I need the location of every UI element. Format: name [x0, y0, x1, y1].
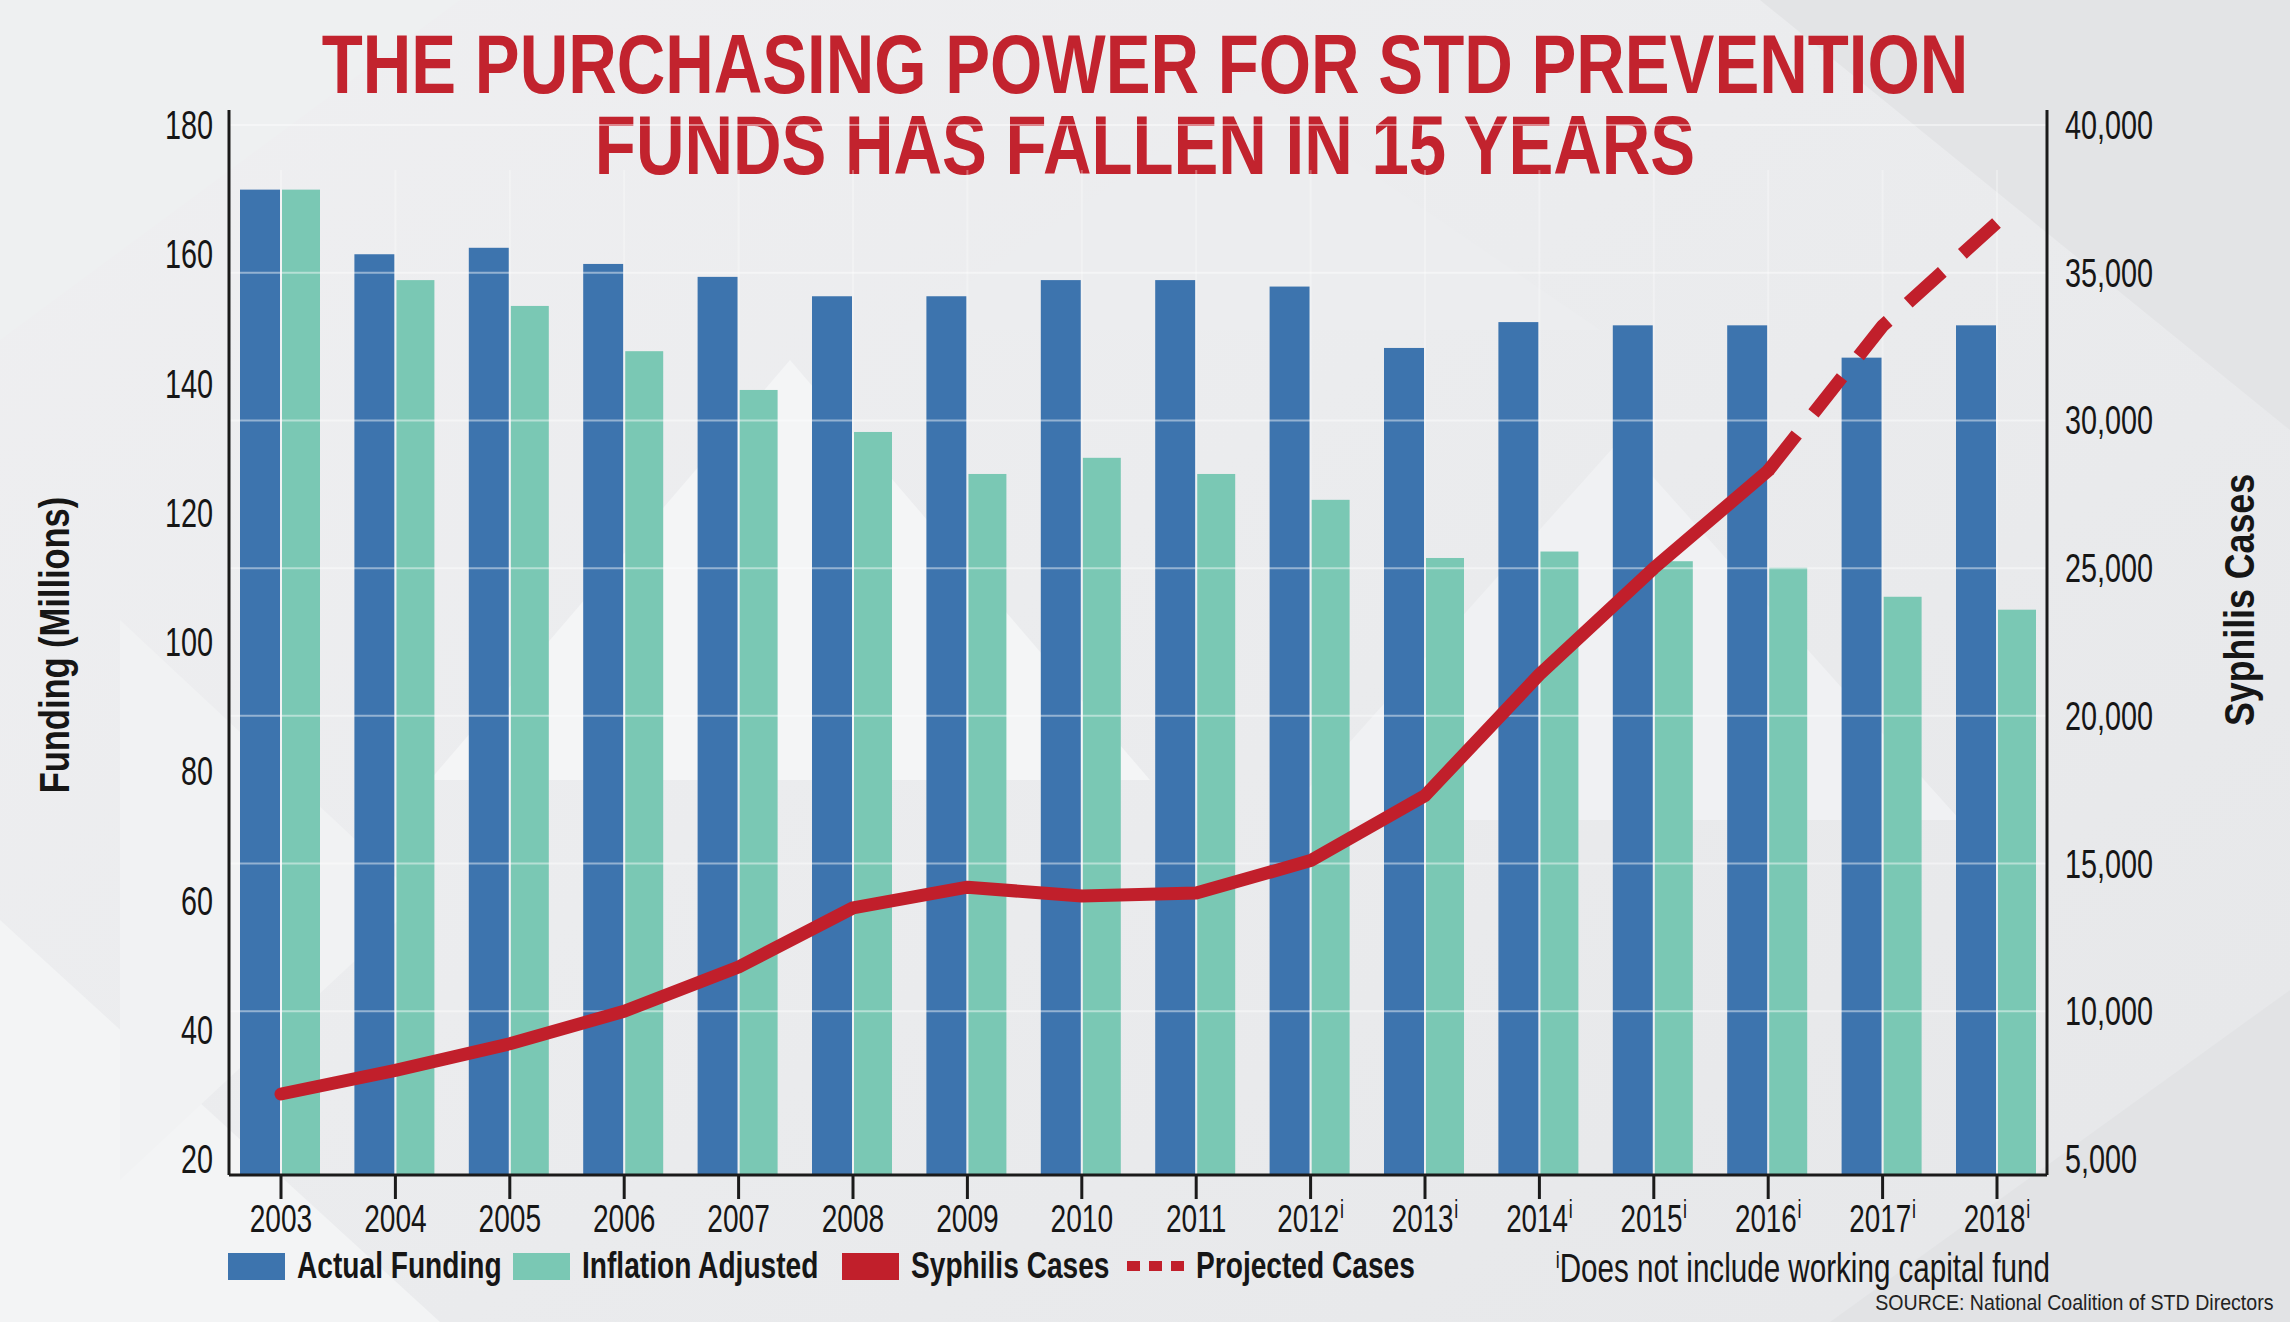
left-axis-tick-label: 20: [181, 1137, 213, 1181]
left-axis-tick-label: 120: [165, 491, 213, 535]
bar-actual-funding: [1155, 280, 1195, 1175]
actual-funding-swatch: [228, 1253, 285, 1280]
bar-actual-funding: [1956, 325, 1996, 1175]
x-axis-year-label: 2006: [593, 1197, 656, 1240]
bar-actual-funding: [1498, 322, 1538, 1175]
chart-plot: 180 160 140 120 100 80 60 40 20 40,000 35,000 30,00…: [0, 0, 2290, 1322]
right-axis-tick-label: 5,000: [2065, 1137, 2137, 1181]
bar-actual-funding: [698, 277, 738, 1175]
bar-actual-funding: [240, 190, 280, 1175]
x-axis-year-label: 2017i: [1849, 1195, 1916, 1240]
bar-inflation-adjusted: [1655, 561, 1693, 1175]
bar-inflation-adjusted: [1884, 597, 1922, 1175]
legend-label: Inflation Adjusted: [582, 1245, 818, 1287]
x-axis-year-label: 2014i: [1506, 1195, 1573, 1240]
source-credit: SOURCE: National Coalition of STD Direct…: [1875, 1290, 2273, 1316]
right-axis-tick-label: 40,000: [2065, 103, 2153, 147]
x-axis-year-label: 2011: [1166, 1197, 1226, 1240]
bar-inflation-adjusted: [625, 351, 663, 1175]
right-axis-tick-label: 30,000: [2065, 398, 2153, 442]
x-axis-year-label: 2015i: [1621, 1195, 1688, 1240]
bar-inflation-adjusted: [282, 190, 320, 1175]
bar-inflation-adjusted: [1083, 458, 1121, 1175]
x-axis-year-label: 2003: [250, 1197, 313, 1240]
projected-cases-swatch: [1127, 1261, 1184, 1271]
left-axis-tick-label: 40: [181, 1008, 213, 1052]
right-axis-tick-label: 10,000: [2065, 989, 2153, 1033]
bar-inflation-adjusted: [1426, 558, 1464, 1175]
bar-actual-funding: [583, 264, 623, 1175]
bar-actual-funding: [1842, 358, 1882, 1175]
bar-inflation-adjusted: [1769, 568, 1807, 1175]
left-axis-tick-label: 180: [165, 103, 213, 147]
right-axis-tick-label: 35,000: [2065, 251, 2153, 295]
x-axis-year-label: 2007: [707, 1197, 770, 1240]
bar-actual-funding: [1613, 325, 1653, 1175]
x-axis-year-label: 2012i: [1277, 1195, 1344, 1240]
bar-actual-funding: [812, 296, 852, 1175]
bar-inflation-adjusted: [740, 390, 778, 1175]
infographic-canvas: THE PURCHASING POWER FOR STD PREVENTION …: [0, 0, 2290, 1322]
x-axis-year-label: 2013i: [1392, 1195, 1459, 1240]
legend-label: Actual Funding: [297, 1245, 502, 1287]
bar-inflation-adjusted: [968, 474, 1006, 1175]
x-axis-year-label: 2004: [364, 1197, 427, 1240]
x-axis-year-label: 2009: [936, 1197, 999, 1240]
left-axis-tick-label: 80: [181, 749, 213, 793]
left-axis-tick-label: 60: [181, 879, 213, 923]
inflation-adjusted-swatch: [513, 1253, 570, 1280]
x-axis-year-label: 2005: [479, 1197, 542, 1240]
bar-actual-funding: [354, 254, 394, 1175]
left-axis-tick-label: 100: [165, 620, 213, 664]
x-axis-year-label: 2008: [822, 1197, 885, 1240]
left-axis-tick-label: 160: [165, 232, 213, 276]
x-axis-year-label: 2016i: [1735, 1195, 1802, 1240]
legend-item-syphilis-cases: Syphilis Cases: [842, 1249, 1172, 1283]
bar-actual-funding: [469, 248, 509, 1175]
legend-label: Syphilis Cases: [911, 1245, 1110, 1287]
legend-item-inflation-adjusted: Inflation Adjusted: [513, 1249, 893, 1283]
bar-actual-funding: [1384, 348, 1424, 1175]
right-axis-tick-label: 15,000: [2065, 842, 2153, 886]
syphilis-cases-swatch: [842, 1253, 899, 1280]
bar-actual-funding: [926, 296, 966, 1175]
bar-inflation-adjusted: [1998, 610, 2036, 1175]
legend-label: Projected Cases: [1196, 1245, 1415, 1287]
footnote-text: Does not include working capital fund: [1560, 1246, 2050, 1290]
bar-actual-funding: [1041, 280, 1081, 1175]
left-axis-tick-label: 140: [165, 362, 213, 406]
x-axis-year-label: 2018i: [1964, 1195, 2031, 1240]
x-axis-year-label: 2010: [1051, 1197, 1114, 1240]
bar-inflation-adjusted: [396, 280, 434, 1175]
bar-inflation-adjusted: [854, 432, 892, 1175]
bar-inflation-adjusted: [1197, 474, 1235, 1175]
legend-item-projected-cases: Projected Cases: [1127, 1249, 1484, 1283]
right-axis-tick-label: 20,000: [2065, 694, 2153, 738]
footnote: iDoes not include working capital fund: [1556, 1246, 2050, 1291]
right-axis-tick-label: 25,000: [2065, 546, 2153, 590]
bar-actual-funding: [1727, 325, 1767, 1175]
